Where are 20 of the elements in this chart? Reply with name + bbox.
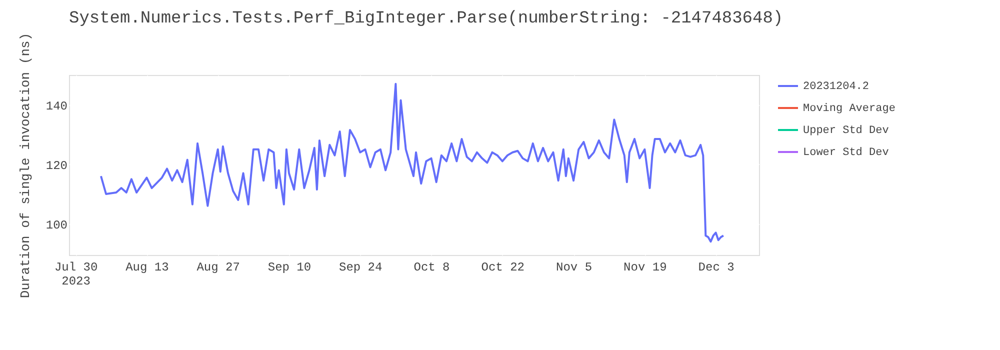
y-axis-title: Duration of single invocation (ns) bbox=[18, 32, 33, 298]
line-series bbox=[100, 82, 724, 243]
x-tick-label: Aug 13 bbox=[126, 260, 169, 274]
x-tick-label: Nov 19 bbox=[624, 260, 667, 274]
legend-label: 20231204.2 bbox=[803, 81, 870, 93]
x-tick-label: Oct 22 bbox=[481, 260, 525, 274]
x-tick-label: Nov 5 bbox=[556, 260, 592, 274]
y-tick-label: 140 bbox=[46, 99, 68, 114]
y-tick-label: 120 bbox=[46, 158, 68, 173]
legend-label: Lower Std Dev bbox=[803, 147, 890, 159]
y-tick-label: 100 bbox=[46, 218, 68, 232]
x-tick-label: Jul 30 2023 bbox=[54, 260, 98, 288]
legend-label: Upper Std Dev bbox=[803, 125, 890, 137]
legend-label: Moving Average bbox=[803, 103, 896, 115]
x-tick-label: Dec 3 bbox=[698, 260, 734, 274]
x-tick-label: Aug 27 bbox=[196, 260, 240, 274]
x-tick-label: Sep 24 bbox=[339, 260, 382, 274]
chart-title: System.Numerics.Tests.Perf_BigInteger.Parse(numberString: -2147483648) bbox=[69, 9, 784, 28]
x-tick-label: Oct 8 bbox=[414, 260, 450, 274]
x-tick-label: Sep 10 bbox=[268, 260, 312, 274]
